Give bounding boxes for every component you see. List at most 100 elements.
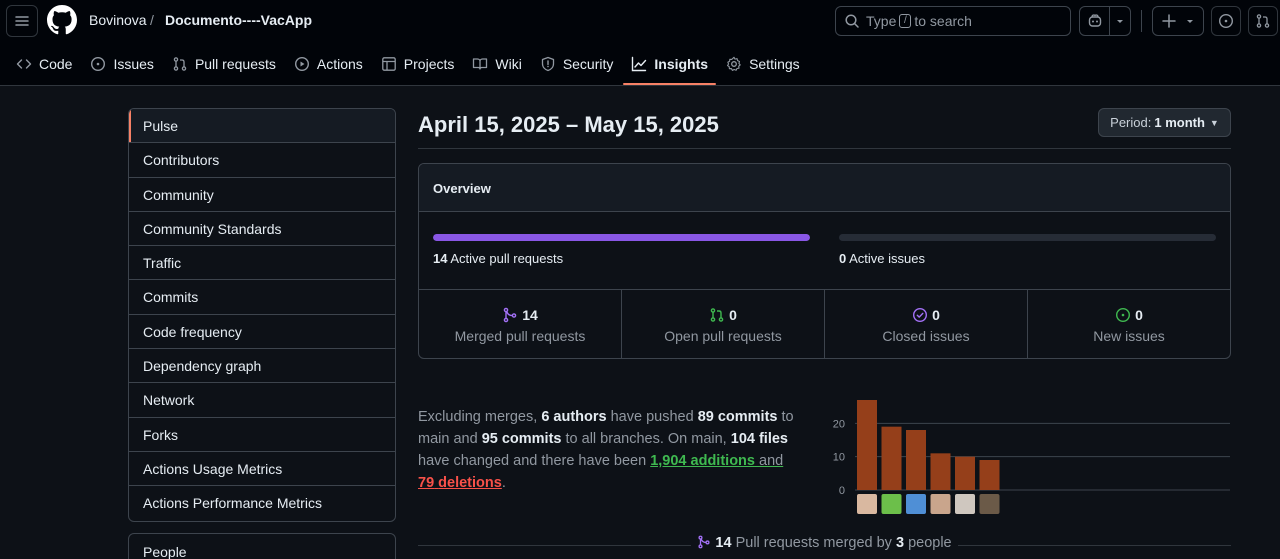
search-shortcut-key: / — [899, 14, 912, 28]
tab-wiki[interactable]: Wiki — [464, 48, 529, 80]
search-icon — [845, 14, 859, 28]
tab-label: Projects — [403, 56, 455, 72]
search-placeholder-prefix: Type — [866, 13, 897, 29]
tab-actions[interactable]: Actions — [286, 48, 371, 80]
tab-code[interactable]: Code — [8, 48, 80, 80]
copilot-chat-button[interactable] — [1080, 7, 1110, 35]
avatar[interactable] — [881, 494, 902, 514]
search-placeholder-suffix: to search — [914, 13, 972, 29]
sidebar-item-pulse[interactable]: Pulse — [129, 109, 395, 144]
sidebar-item-forks[interactable]: Forks — [129, 418, 395, 452]
active-issues-link[interactable]: 0 Active issues — [839, 251, 925, 266]
your-issues-button[interactable] — [1211, 6, 1241, 36]
stat-label: Merged pull requests — [454, 328, 586, 344]
additions-link[interactable]: 1,904 additions and — [650, 453, 783, 469]
summary-text: to all branches. On main, — [565, 431, 727, 447]
divider — [418, 148, 1231, 149]
chart-y-tick-label: 20 — [833, 418, 845, 430]
tab-label: Security — [562, 56, 614, 72]
pull-request-icon — [1256, 14, 1270, 28]
repo-name-link[interactable]: Documento----VacApp — [165, 12, 312, 28]
avatar[interactable] — [930, 494, 951, 514]
merged-icon — [503, 307, 517, 323]
sidebar-item-community[interactable]: Community — [129, 178, 395, 212]
active-issues-bar — [839, 234, 1216, 241]
period-dropdown[interactable]: Period: 1 month ▼ — [1098, 108, 1231, 137]
stat-label: New issues — [1093, 328, 1165, 344]
tab-settings[interactable]: Settings — [718, 48, 808, 80]
deletions-link[interactable]: 79 deletions — [418, 475, 502, 491]
merged-prs-heading: 14 Pull requests merged by 3 people — [418, 535, 1231, 551]
chart-bar[interactable] — [979, 460, 1000, 490]
tab-projects[interactable]: Projects — [373, 48, 463, 80]
chart-bar[interactable] — [857, 400, 877, 490]
tab-security[interactable]: Security — [532, 48, 622, 80]
active-prs-label: Active pull requests — [450, 251, 564, 266]
chart-bar[interactable] — [930, 453, 951, 490]
stat-merged-prs[interactable]: 14 Merged pull requests — [419, 290, 622, 358]
avatar[interactable] — [979, 494, 1000, 514]
chart-bar[interactable] — [881, 426, 902, 490]
stat-closed-issues[interactable]: 0 Closed issues — [825, 290, 1028, 358]
active-prs-count: 14 — [433, 251, 448, 266]
stat-new-issues[interactable]: 0 New issues — [1028, 290, 1230, 358]
summary-text: Excluding merges, — [418, 409, 538, 425]
stat-number: 0 — [729, 307, 737, 323]
merged-prs-heading-text: 14 Pull requests merged by 3 people — [691, 535, 958, 551]
sidebar-item-actions-performance-metrics[interactable]: Actions Performance Metrics — [143, 495, 322, 512]
tab-label: Issues — [113, 56, 154, 72]
summary-files: 104 files — [730, 431, 788, 447]
create-new-button[interactable] — [1152, 6, 1204, 36]
sidebar-item-contributors[interactable]: Contributors — [129, 143, 395, 178]
summary-commits-all: 95 commits — [481, 431, 562, 447]
tab-label: Code — [39, 56, 73, 72]
sidebar-item-network[interactable]: Network — [129, 383, 395, 418]
active-issues-count: 0 — [839, 251, 847, 266]
graph-icon — [632, 56, 647, 72]
copilot-dropdown-button[interactable] — [1110, 7, 1130, 35]
tab-pull-requests[interactable]: Pull requests — [164, 48, 284, 80]
hamburger-icon — [15, 16, 29, 26]
deletions-count: 79 — [418, 475, 435, 491]
summary-text: . — [501, 475, 506, 491]
merged-prs-text: Pull requests merged by — [735, 535, 892, 551]
sidebar-item-actions-usage-metrics[interactable]: Actions Usage Metrics — [129, 452, 395, 487]
avatar[interactable] — [955, 494, 975, 514]
chart-y-tick-label: 10 — [833, 452, 845, 464]
chart-y-tick-label: 0 — [839, 485, 845, 497]
stat-open-prs[interactable]: 0 Open pull requests — [622, 290, 825, 358]
stat-label: Open pull requests — [664, 328, 782, 344]
sidebar-item-dependency-graph[interactable]: Dependency graph — [129, 349, 395, 384]
tab-label: Pull requests — [194, 56, 276, 72]
sidebar-item-community-standards[interactable]: Community Standards — [129, 212, 395, 247]
copilot-button[interactable] — [1079, 6, 1131, 36]
avatar[interactable] — [857, 494, 877, 514]
menu-button[interactable] — [6, 5, 38, 37]
stat-number: 14 — [522, 307, 538, 323]
active-prs-link[interactable]: 14 Active pull requests — [433, 251, 563, 266]
tab-label: Wiki — [495, 56, 522, 72]
tab-issues[interactable]: Issues — [82, 48, 161, 80]
pull-request-icon — [173, 57, 187, 71]
active-prs-bar-fill — [433, 234, 810, 241]
your-pull-requests-button[interactable] — [1248, 6, 1278, 36]
repo-owner-link[interactable]: Bovinova — [89, 12, 147, 28]
sidebar-item-people[interactable]: People — [128, 533, 396, 559]
search-input[interactable]: Type / to search — [835, 6, 1071, 36]
repo-tabs: Code Issues Pull requests Actions Projec… — [0, 48, 810, 86]
sidebar-item-commits[interactable]: Commits — [129, 280, 395, 315]
stat-number: 0 — [1135, 307, 1143, 323]
summary-authors: 6 authors — [541, 409, 607, 425]
tab-insights[interactable]: Insights — [623, 48, 716, 85]
chart-bar[interactable] — [955, 456, 975, 490]
github-logo-icon[interactable] — [47, 5, 77, 35]
period-value: 1 month — [1154, 115, 1205, 130]
header-divider — [1141, 10, 1142, 32]
sidebar-item-code-frequency[interactable]: Code frequency — [129, 315, 395, 350]
copilot-icon — [1088, 14, 1101, 27]
issue-icon — [91, 56, 106, 72]
avatar[interactable] — [906, 494, 926, 514]
sidebar-item-traffic[interactable]: Traffic — [129, 246, 395, 281]
issue-closed-icon — [913, 307, 928, 323]
chart-bar[interactable] — [906, 430, 926, 490]
